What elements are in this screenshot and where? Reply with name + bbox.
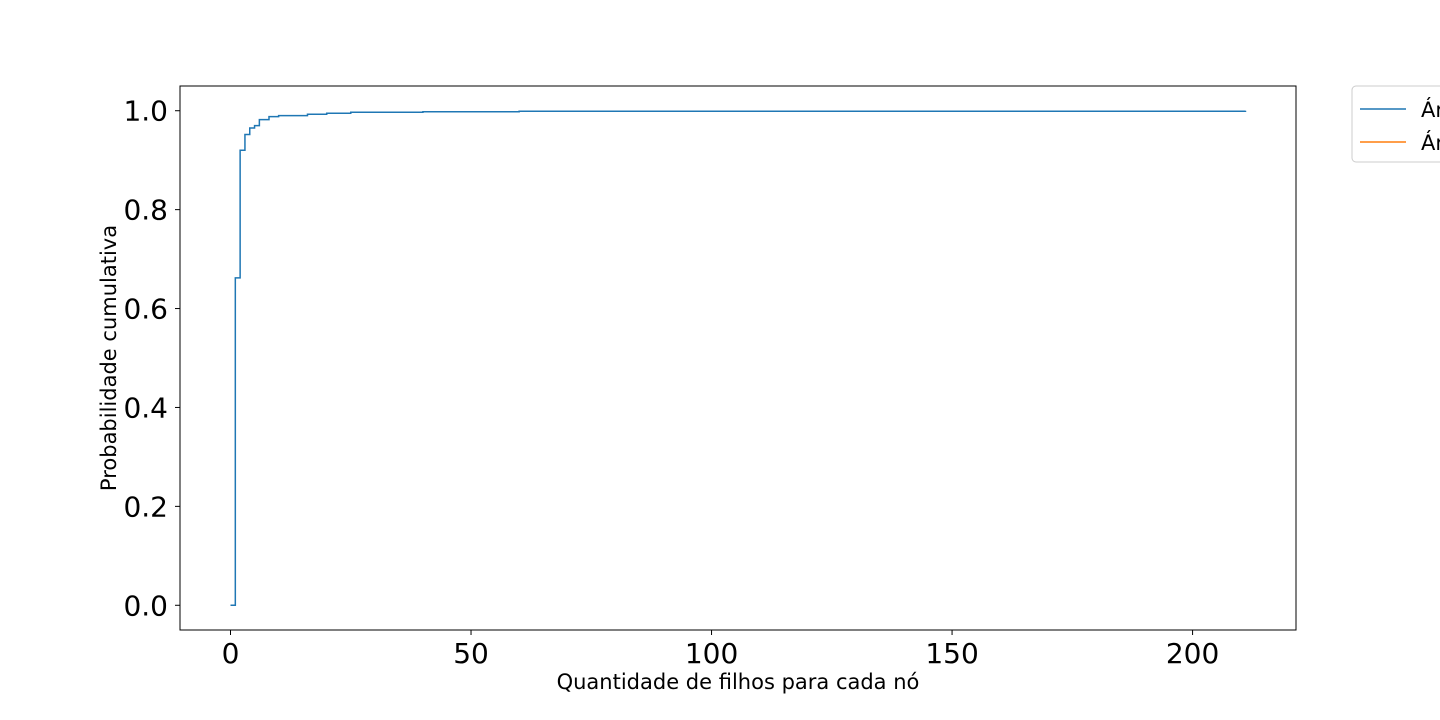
y-tick-label: 0.2 [123,490,168,523]
x-tick-label: 50 [453,637,489,670]
legend-label-1: Ár [1421,97,1440,122]
y-tick-label: 0.8 [123,194,168,227]
y-tick-label: 0.4 [123,391,168,424]
y-tick-label: 0.0 [123,589,168,622]
legend-box [1351,85,1440,163]
x-tick-label: 100 [685,637,738,670]
legend-label-2: Ár [1421,130,1440,155]
x-axis: 0 50 100 150 200 [222,630,1219,670]
x-tick-label: 150 [925,637,978,670]
x-tick-label: 0 [222,637,240,670]
series-layer [230,110,1247,607]
y-axis: 0.0 0.2 0.4 0.6 0.8 1.0 [123,95,180,622]
x-axis-label: Quantidade de filhos para cada nó [557,670,920,694]
y-tick-label: 1.0 [123,95,168,128]
legend: Ár Ár [1351,85,1440,163]
series-line-1 [230,110,1247,607]
y-axis-label: Probabilidade cumulativa [97,225,121,491]
plot-frame [179,85,1297,631]
y-tick-label: 0.6 [123,293,168,326]
x-tick-label: 200 [1166,637,1219,670]
